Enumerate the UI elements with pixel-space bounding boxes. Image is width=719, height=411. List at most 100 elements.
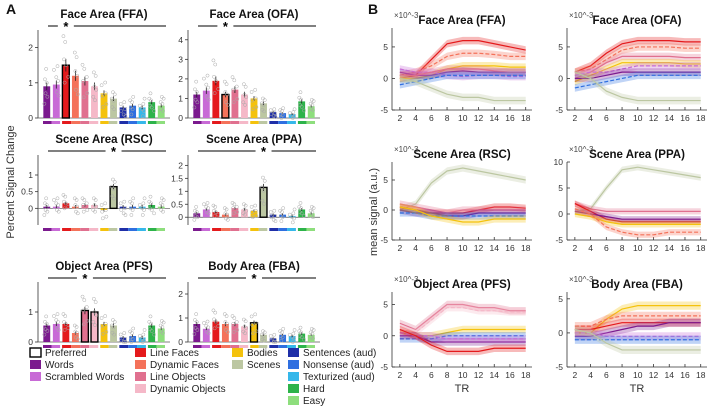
series-bodies [574, 58, 701, 86]
series-line [399, 167, 526, 211]
y-tick-label: 0 [178, 113, 183, 123]
y-tick-label: 3 [178, 54, 183, 64]
subject-point [291, 331, 296, 336]
subject-point [99, 316, 104, 320]
subject-point [52, 198, 56, 202]
subject-point [234, 205, 239, 209]
y-tick-label: 2 [28, 43, 33, 53]
x-tick-label: 6 [429, 370, 434, 380]
chart-title: Object Area (PFS) [413, 279, 511, 291]
subject-point [56, 93, 61, 98]
subject-point [129, 213, 134, 217]
y-tick-label: 0 [28, 337, 33, 347]
condition-strip [137, 345, 146, 348]
subject-point [52, 67, 56, 72]
subject-point [61, 312, 66, 316]
condition-strip [201, 345, 211, 348]
condition-strip [71, 345, 81, 348]
subject-point [129, 112, 134, 117]
subject-point [311, 328, 316, 332]
subject-point [213, 319, 218, 324]
subject-point [94, 87, 99, 92]
subject-point [158, 100, 163, 105]
subject-point [232, 316, 237, 320]
bar-nonsense-aud- [129, 105, 137, 118]
subject-point [112, 196, 116, 201]
subject-point [195, 328, 200, 332]
legend-item: Line Objects [135, 372, 206, 383]
legend-swatch [288, 360, 299, 369]
subject-point [148, 91, 153, 96]
subject-point [142, 208, 146, 212]
legend-swatch [288, 384, 299, 393]
subject-point [42, 332, 47, 337]
subject-point [299, 330, 303, 335]
subject-point [63, 201, 68, 206]
subject-point [234, 84, 239, 89]
subject-point [225, 217, 230, 222]
subject-point [311, 215, 315, 220]
series-dynamic-objects [399, 303, 526, 337]
series-line [574, 322, 701, 337]
subject-point [192, 332, 197, 336]
subject-point [56, 320, 60, 324]
subject-point [148, 314, 153, 319]
subject-point [141, 332, 146, 337]
subject-point [100, 209, 105, 214]
subject-point [152, 109, 156, 113]
subject-point [249, 205, 254, 209]
subject-point [225, 103, 230, 107]
condition-strip [201, 121, 211, 124]
subject-point [82, 66, 87, 71]
condition-strip [278, 228, 288, 231]
subject-point [161, 331, 165, 335]
subject-point [242, 92, 247, 97]
y-tick-label: 0 [383, 331, 388, 341]
legend-item: Words [30, 360, 74, 371]
subject-point [92, 84, 97, 89]
series-ribbon [574, 205, 701, 238]
subject-point [279, 338, 284, 343]
y-tick-label: 5 [558, 42, 563, 52]
subject-point [310, 210, 315, 214]
condition-strip [43, 228, 52, 231]
subject-point [194, 79, 199, 84]
subject-point [44, 80, 49, 85]
subject-point [42, 213, 47, 217]
condition-strip [201, 228, 211, 231]
subject-point [94, 313, 99, 318]
axis-exponent: ×10^-3 [569, 11, 594, 20]
subject-point [44, 203, 49, 207]
subject-point [61, 34, 66, 39]
subject-point [280, 330, 284, 335]
subject-point [206, 97, 211, 102]
subject-point [242, 82, 246, 87]
condition-strip [100, 228, 109, 231]
subject-point [292, 114, 296, 118]
bar-line-objects [80, 309, 90, 343]
condition-strip [250, 121, 259, 124]
subject-point [311, 108, 315, 112]
x-tick-label: 6 [604, 370, 609, 380]
bar-line-faces [212, 80, 220, 118]
bar-scrambled-words [52, 324, 60, 342]
y-tick-label: -5 [555, 362, 563, 372]
subject-point [100, 94, 105, 98]
subject-point [62, 206, 67, 211]
subject-point [140, 213, 145, 217]
y-tick-label: 0 [383, 205, 388, 215]
subject-point [81, 209, 86, 214]
x-tick-label: 14 [665, 370, 675, 380]
subject-point [241, 100, 246, 105]
subject-point [149, 321, 153, 326]
series-scenes [399, 74, 526, 105]
bar-line-objects [231, 89, 239, 118]
legend-label: Scenes [247, 360, 280, 371]
subject-point [202, 76, 206, 81]
x-tick-label: 16 [505, 113, 515, 123]
y-tick-label: 5 [383, 300, 388, 310]
condition-strip [128, 121, 138, 124]
x-tick-label: 14 [490, 243, 500, 253]
x-tick-label: 2 [572, 243, 577, 253]
